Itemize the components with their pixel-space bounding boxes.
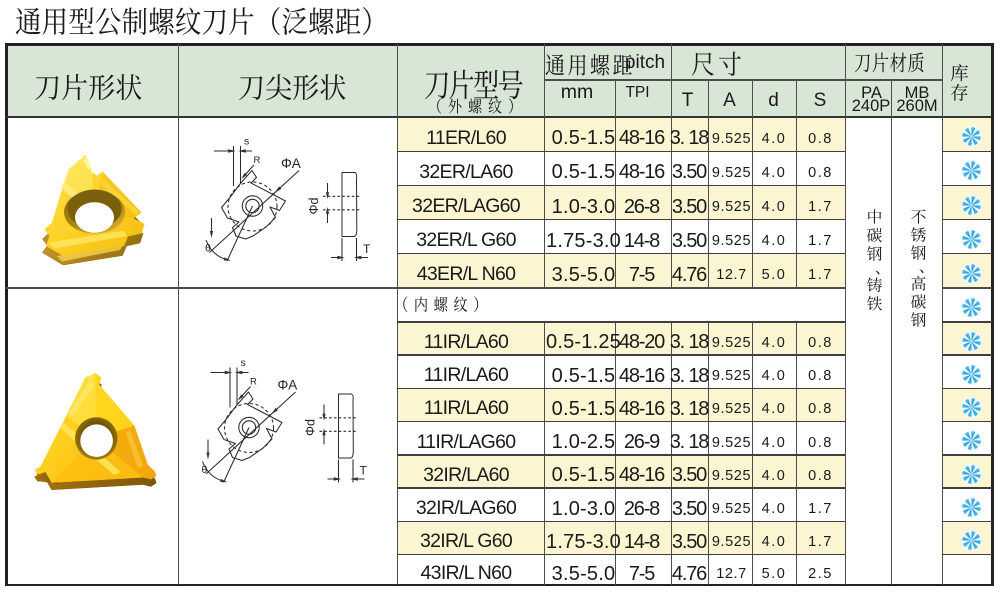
svg-text:Φd: Φd: [307, 197, 321, 214]
svg-text:s: s: [244, 136, 249, 148]
svg-text:Φd: Φd: [304, 419, 318, 436]
svg-text:s: s: [241, 357, 246, 369]
svg-text:ΦA: ΦA: [278, 378, 298, 393]
svg-text:T: T: [360, 464, 368, 478]
svg-text:ΦA: ΦA: [281, 156, 301, 171]
svg-text:R: R: [254, 155, 261, 166]
svg-text:R: R: [250, 377, 257, 388]
svg-text:T: T: [363, 242, 371, 256]
svg-text:θ: θ: [205, 243, 211, 255]
svg-text:θ: θ: [202, 464, 208, 476]
